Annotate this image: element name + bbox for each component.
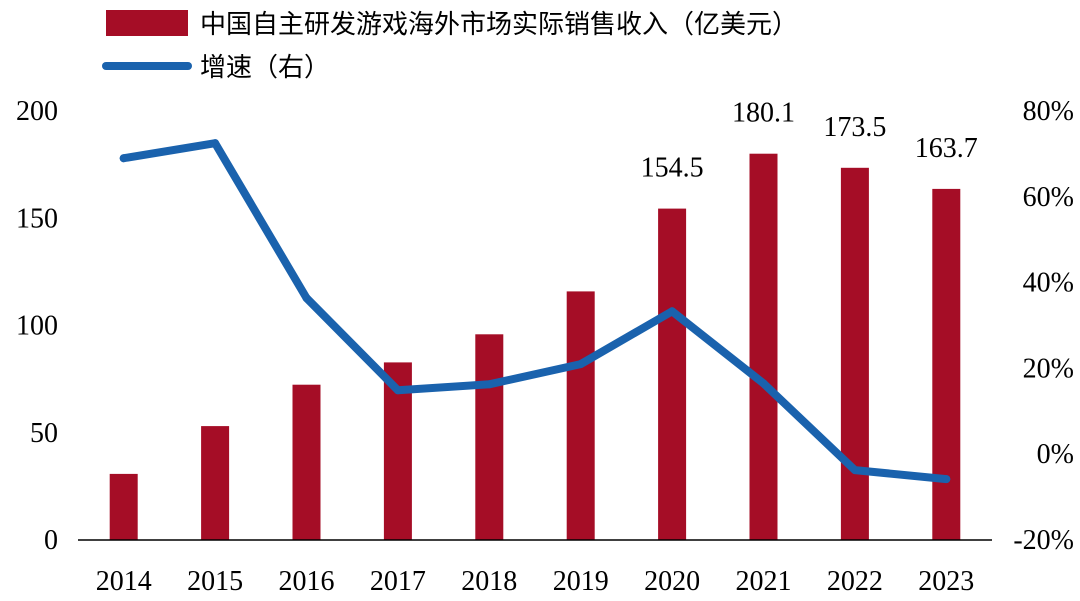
y-right-tick-label: -20% <box>1013 525 1074 556</box>
x-tick-label: 2019 <box>553 566 609 597</box>
legend-line-label: 增速（右） <box>200 53 330 83</box>
bar-data-label: 154.5 <box>641 153 704 184</box>
y-right-tick-label: 80% <box>1023 96 1074 127</box>
bar-data-label: 163.7 <box>915 133 978 164</box>
y-left-tick-label: 200 <box>16 96 58 127</box>
x-tick-label: 2020 <box>644 566 700 597</box>
bar-2022 <box>840 167 869 541</box>
legend-bar-swatch <box>106 10 188 36</box>
x-tick-label: 2023 <box>918 566 974 597</box>
growth-point-2017 <box>393 386 402 395</box>
y-right-tick-label: 40% <box>1023 268 1074 299</box>
legend: 中国自主研发游戏海外市场实际销售收入（亿美元） 增速（右） <box>102 10 798 83</box>
growth-point-2023 <box>942 475 951 484</box>
plot-area: 154.5 180.1 173.5 163.7 2014 2015 2016 2017 2018… <box>16 96 1074 597</box>
x-tick-label: 2017 <box>370 566 426 597</box>
bar-2021 <box>749 153 778 540</box>
growth-point-2021 <box>759 379 768 388</box>
bar-2014 <box>109 473 138 540</box>
x-tick-label: 2021 <box>736 566 792 597</box>
bar-data-label: 173.5 <box>823 112 886 143</box>
x-tick-label: 2016 <box>279 566 335 597</box>
y-right-tick-label: 60% <box>1023 182 1074 213</box>
y-right-tick-label: 20% <box>1023 353 1074 384</box>
growth-point-2016 <box>302 294 311 302</box>
y-left-tick-label: 50 <box>30 418 58 449</box>
bar-2020 <box>658 208 687 540</box>
growth-point-2019 <box>576 360 585 369</box>
x-tick-label: 2018 <box>461 566 517 597</box>
growth-line <box>119 139 951 484</box>
bar-2016 <box>292 384 321 540</box>
bar-2018 <box>475 334 504 540</box>
bar-2015 <box>201 426 230 540</box>
y-right-tick-label: 0% <box>1037 439 1074 470</box>
growth-point-2018 <box>485 380 494 389</box>
y-left-tick-label: 150 <box>16 203 58 234</box>
x-tick-label: 2015 <box>187 566 243 597</box>
bar-2019 <box>566 291 595 540</box>
legend-bar-label: 中国自主研发游戏海外市场实际销售收入（亿美元） <box>200 10 798 40</box>
bar-data-label: 180.1 <box>732 98 795 129</box>
x-tick-label: 2014 <box>96 566 152 597</box>
y-left-tick-label: 100 <box>16 311 58 342</box>
growth-point-2022 <box>850 466 859 475</box>
growth-point-2015 <box>211 139 220 148</box>
y-left-tick-label: 0 <box>44 525 58 556</box>
bar-2023 <box>932 188 961 540</box>
growth-point-2020 <box>668 307 677 316</box>
growth-point-2014 <box>119 154 128 163</box>
x-tick-label: 2022 <box>827 566 883 597</box>
